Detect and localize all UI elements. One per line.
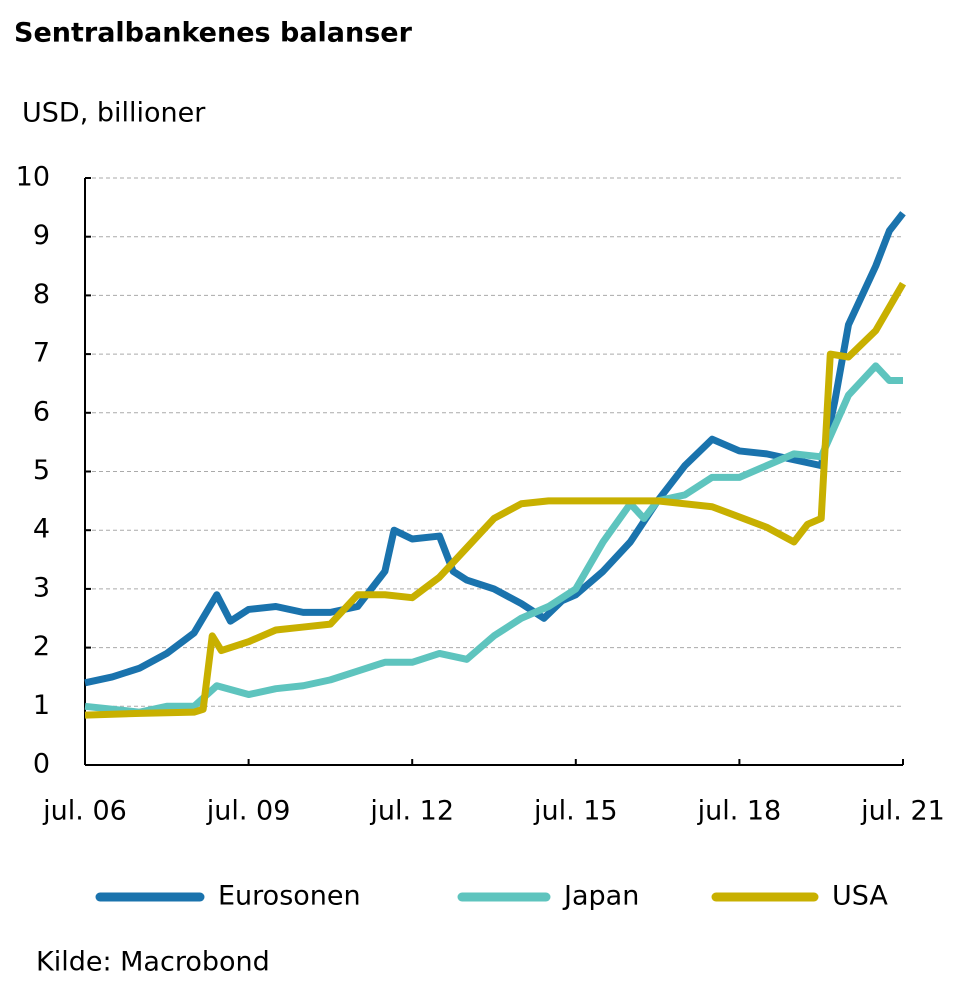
y-tick-label: 10 xyxy=(16,162,50,193)
y-tick-label: 2 xyxy=(33,631,50,662)
y-tick-label: 3 xyxy=(33,572,50,603)
x-tick-label: jul. 15 xyxy=(533,796,618,827)
y-axis-label: USD, billioner xyxy=(22,98,206,129)
y-tick-label: 5 xyxy=(33,455,50,486)
series-line xyxy=(84,281,907,719)
legend-label: Japan xyxy=(562,881,639,912)
y-tick-label: 6 xyxy=(33,396,50,427)
y-tick-label: 9 xyxy=(33,220,50,251)
x-tick-label: jul. 21 xyxy=(860,796,945,827)
x-tick-label: jul. 06 xyxy=(42,796,127,827)
y-tick-label: 8 xyxy=(33,279,50,310)
series-line xyxy=(84,211,906,687)
legend-label: Eurosonen xyxy=(218,881,361,912)
y-tick-label: 1 xyxy=(33,690,50,721)
y-tick-label: 4 xyxy=(33,514,50,545)
y-tick-label: 7 xyxy=(33,338,50,369)
x-tick-label: jul. 12 xyxy=(369,796,454,827)
x-tick-label: jul. 18 xyxy=(697,796,782,827)
x-tick-label: jul. 09 xyxy=(206,796,291,827)
source: Kilde: Macrobond xyxy=(36,947,270,978)
y-tick-label: 0 xyxy=(33,749,50,780)
chart-title: Sentralbankenes balanser xyxy=(14,18,413,49)
series-line xyxy=(84,362,903,716)
legend-label: USA xyxy=(832,881,888,912)
